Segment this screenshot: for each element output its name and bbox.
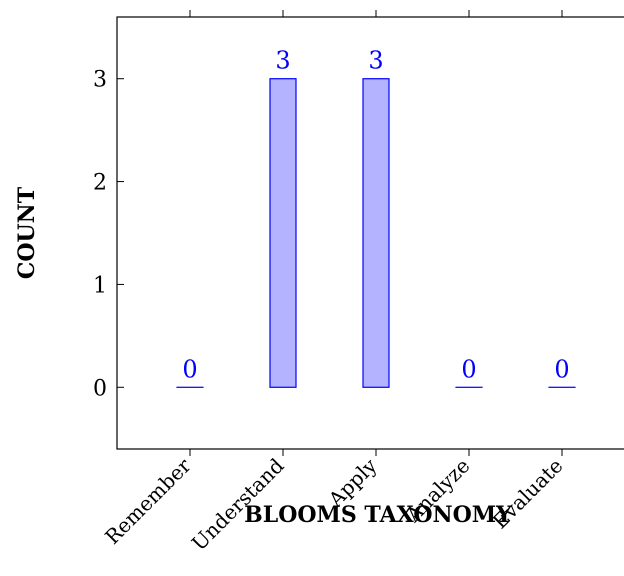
x-category-label: Remember	[100, 453, 196, 549]
x-axis	[189, 10, 563, 456]
bar-series	[176, 78, 576, 388]
y-tick-label: 1	[93, 273, 107, 298]
y-tick-label: 2	[93, 171, 107, 196]
x-axis-title: BLOOMS TAXONOMY	[244, 502, 512, 528]
bar	[269, 78, 297, 388]
bar-value-label: 0	[554, 355, 569, 383]
bar-value-label: 0	[182, 355, 197, 383]
bar-value-label: 3	[275, 47, 290, 75]
y-axis-title: COUNT	[14, 186, 40, 279]
bar-value-label: 3	[368, 47, 383, 75]
bar	[362, 78, 390, 388]
y-axis: 0 1 2 3	[93, 68, 124, 401]
y-tick-label: 3	[93, 68, 107, 93]
bar-value-label: 0	[461, 355, 476, 383]
data-labels: 0 3 3 0 0	[182, 47, 569, 384]
y-tick-label: 0	[93, 376, 107, 401]
